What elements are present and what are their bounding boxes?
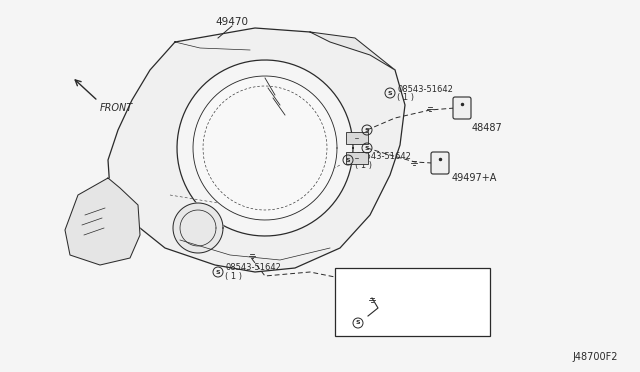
Text: J48700F2: J48700F2 [573, 352, 618, 362]
Text: ( 1 ): ( 1 ) [397, 93, 414, 102]
Polygon shape [177, 60, 353, 236]
Text: S: S [388, 90, 392, 96]
Text: S: S [365, 145, 369, 151]
Polygon shape [310, 32, 395, 70]
Text: S: S [346, 157, 350, 163]
Polygon shape [108, 28, 405, 272]
Text: FRONT: FRONT [100, 103, 133, 113]
Text: 49497+A: 49497+A [452, 173, 497, 183]
Text: S: S [356, 321, 360, 326]
Text: 08543-51642: 08543-51642 [225, 263, 281, 273]
Text: S: S [365, 128, 369, 132]
FancyBboxPatch shape [346, 152, 368, 164]
Text: S: S [216, 269, 220, 275]
Text: 49470: 49470 [216, 17, 248, 27]
Text: 08543-51642: 08543-51642 [355, 151, 411, 160]
Text: 08543-51642: 08543-51642 [397, 84, 453, 93]
Text: ( 2 ): ( 2 ) [365, 324, 382, 333]
Text: W/PADDLE: W/PADDLE [387, 275, 438, 285]
Text: ( 1 ): ( 1 ) [225, 273, 242, 282]
Polygon shape [65, 178, 140, 265]
Text: ( 1 ): ( 1 ) [355, 160, 372, 170]
Text: 48487: 48487 [472, 123, 503, 133]
Text: 08543-51642: 08543-51642 [365, 314, 421, 324]
Polygon shape [173, 203, 223, 253]
FancyBboxPatch shape [431, 152, 449, 174]
FancyBboxPatch shape [453, 97, 471, 119]
FancyBboxPatch shape [346, 132, 368, 144]
Polygon shape [193, 76, 337, 220]
FancyBboxPatch shape [335, 268, 490, 336]
